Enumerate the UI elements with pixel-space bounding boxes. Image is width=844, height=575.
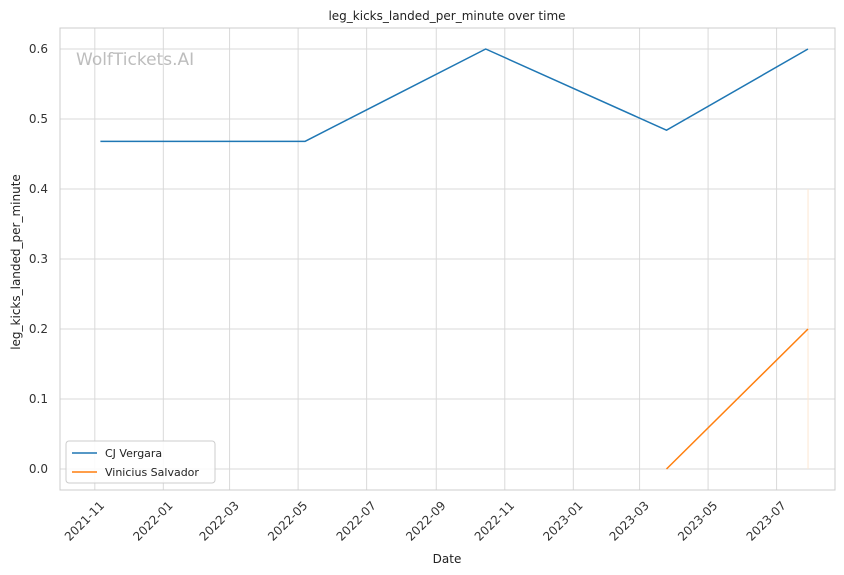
x-tick-label: 2023-01 [540,498,585,543]
watermark-text: WolfTickets.AI [76,50,194,70]
x-tick-labels: 2021-11 2022-01 2022-03 2022-05 2022-07 2022-… [62,498,789,543]
y-tick-label: 0.0 [29,462,48,476]
x-tick-label: 2022-09 [403,498,448,543]
legend: CJ Vergara Vinicius Salvador [65,440,216,484]
chart-grid [60,28,835,490]
y-tick-labels: 0.0 0.1 0.2 0.3 0.4 0.5 0.6 [29,42,48,476]
x-tick-label: 2021-11 [62,498,107,543]
series-line-cj-vergara [100,48,809,143]
chart-marks [100,48,809,470]
x-axis-title: Date [433,552,462,566]
plot-area-frame [59,27,836,491]
y-tick-label: 0.6 [29,42,48,56]
y-tick-label: 0.2 [29,322,48,336]
x-tick-label: 2022-03 [197,498,242,543]
series-line-vinicius-salvador [665,328,809,470]
chart-title: leg_kicks_landed_per_minute over time [328,9,565,23]
legend-label-vinicius-salvador: Vinicius Salvador [105,466,199,479]
legend-label-cj-vergara: CJ Vergara [105,447,162,460]
legend-box [65,440,216,484]
x-tick-label: 2022-05 [265,498,310,543]
x-tick-label: 2023-07 [744,498,789,543]
y-tick-label: 0.3 [29,252,48,266]
x-tick-label: 2023-05 [675,498,720,543]
y-tick-label: 0.5 [29,112,48,126]
y-tick-label: 0.4 [29,182,48,196]
x-tick-label: 2022-01 [130,498,175,543]
y-tick-label: 0.1 [29,392,48,406]
x-tick-label: 2022-11 [472,498,517,543]
x-tick-label: 2023-03 [607,498,652,543]
x-tick-label: 2022-07 [334,498,379,543]
y-axis-title: leg_kicks_landed_per_minute [9,174,23,350]
